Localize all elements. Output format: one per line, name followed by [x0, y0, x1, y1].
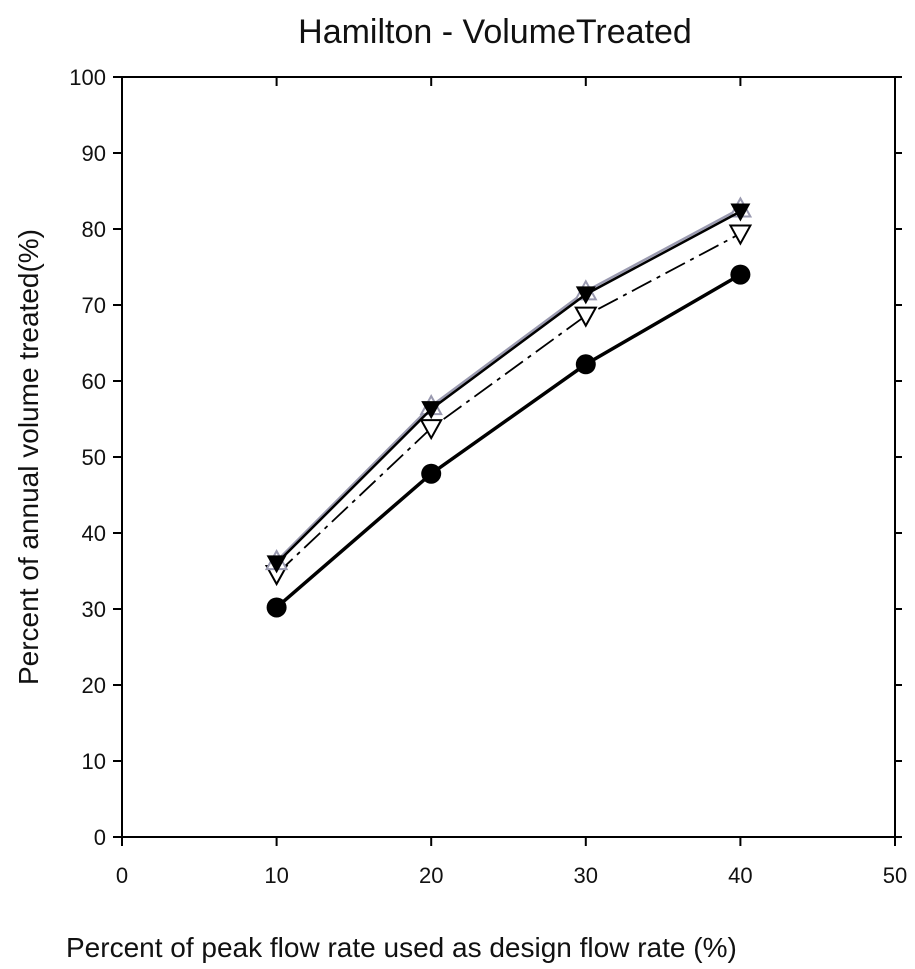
y-axis-label: Percent of annual volume treated(%) [13, 229, 44, 685]
data-point [730, 264, 751, 285]
x-tick-label: 30 [574, 863, 598, 888]
data-point [266, 597, 287, 618]
series-line [275, 210, 741, 565]
x-tick-label: 20 [419, 863, 443, 888]
series-4 [266, 203, 751, 574]
series-3 [264, 196, 753, 571]
data-point [728, 224, 753, 246]
plot-area [121, 76, 896, 838]
series-line [275, 207, 741, 563]
y-tick-label: 90 [82, 141, 106, 166]
data-point [730, 203, 751, 222]
y-tick-label: 40 [82, 521, 106, 546]
series-2 [264, 224, 753, 587]
data-point [266, 555, 287, 574]
y-tick-label: 20 [82, 673, 106, 698]
data-point [575, 354, 596, 375]
series-line [275, 232, 741, 575]
y-tick-label: 60 [82, 369, 106, 394]
y-tick-label: 80 [82, 217, 106, 242]
series-layer [264, 196, 753, 618]
data-point [421, 463, 442, 484]
data-point [421, 401, 442, 420]
y-tick-label: 100 [69, 65, 106, 90]
data-point [575, 286, 596, 305]
y-tick-label: 10 [82, 749, 106, 774]
data-point [419, 419, 443, 441]
x-tick-label: 40 [728, 863, 752, 888]
x-axis-label: Percent of peak flow rate used as design… [66, 932, 737, 963]
y-tick-label: 0 [94, 825, 106, 850]
y-tick-label: 50 [82, 445, 106, 470]
y-tick-label: 70 [82, 293, 106, 318]
y-tick-label: 30 [82, 597, 106, 622]
y-axis: 0 10 20 30 40 50 60 70 80 90 100 [69, 65, 902, 850]
chart-title: Hamilton - VolumeTreated [298, 13, 692, 51]
x-tick-label: 50 [883, 863, 907, 888]
data-point [574, 306, 598, 328]
x-tick-label: 0 [116, 863, 128, 888]
series-line [275, 273, 742, 609]
x-axis: 0 10 20 30 40 50 [116, 77, 907, 888]
x-tick-label: 10 [264, 863, 288, 888]
series-1 [266, 264, 751, 618]
